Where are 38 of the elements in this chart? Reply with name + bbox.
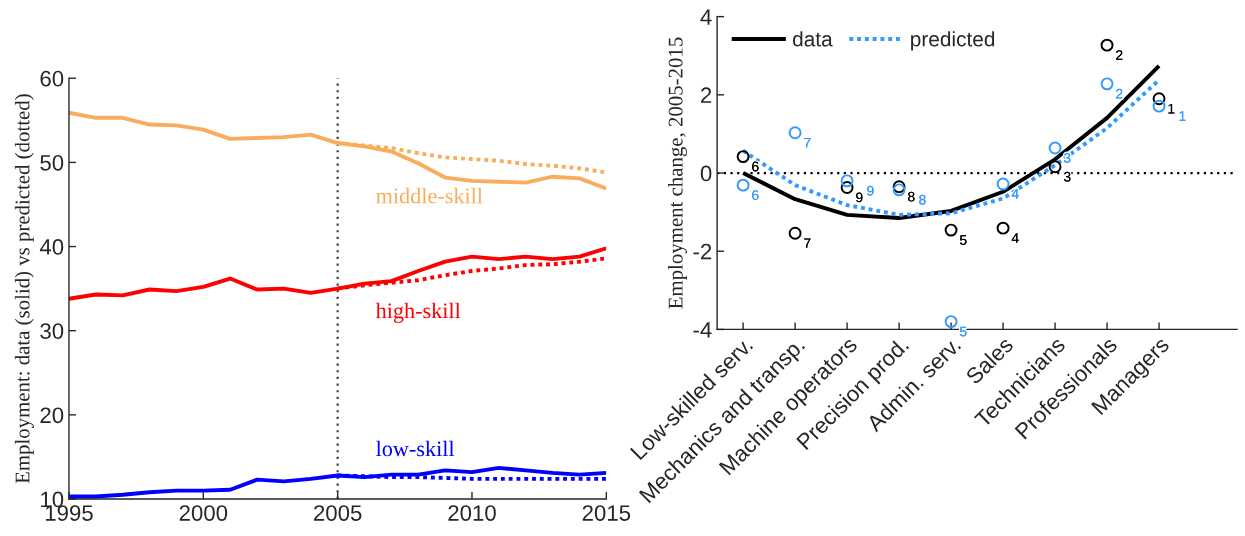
x-tick-label: 2015 xyxy=(582,505,631,521)
y-tick-label: 0 xyxy=(700,165,712,182)
y-tick-label: 20 xyxy=(40,407,64,424)
annotation: 9 xyxy=(856,192,863,203)
y-tick-label: 30 xyxy=(40,323,64,339)
annotation: 3 xyxy=(1063,153,1071,163)
annotation: 2 xyxy=(1116,88,1123,99)
annotation: 8 xyxy=(908,191,915,202)
annotation: 1 xyxy=(1179,111,1186,121)
y-tick-label: -2 xyxy=(693,243,712,260)
annotation: 2 xyxy=(1116,50,1123,60)
legend-label: data xyxy=(793,31,833,47)
y-tick-label: 40 xyxy=(39,239,64,255)
annotation: 9 xyxy=(867,185,874,196)
y-tick-label: 60 xyxy=(40,70,64,87)
x-tick-label: 2000 xyxy=(179,505,228,521)
annotation: 5 xyxy=(959,235,967,245)
annotation: 4 xyxy=(1011,189,1019,199)
annotation: 7 xyxy=(804,238,811,248)
x-tick-label: 2005 xyxy=(314,505,362,521)
y-tick-label: -4 xyxy=(693,322,712,338)
annotation: 7 xyxy=(804,137,811,148)
y-axis-title: Employment: data (solid) vs predicted (dotted) xyxy=(14,94,34,484)
annotation: 4 xyxy=(1011,233,1019,243)
annotation: 8 xyxy=(919,194,926,205)
annotation: 6 xyxy=(752,161,759,172)
series-label: high-skill xyxy=(375,302,461,323)
y-tick-label: 50 xyxy=(40,154,64,171)
x-tick-label: 2010 xyxy=(448,505,496,521)
series-label: low-skill xyxy=(376,440,455,457)
legend-label: predicted xyxy=(911,31,995,51)
annotation: 3 xyxy=(1063,171,1071,182)
y-tick-label: 2 xyxy=(701,87,712,103)
series-label: middle-skill xyxy=(376,187,483,204)
annotation: 6 xyxy=(752,190,759,200)
y-tick-label: 4 xyxy=(700,9,712,25)
y-axis-title: Employment change, 2005-2015 xyxy=(667,37,687,309)
annotation: 1 xyxy=(1168,103,1175,114)
